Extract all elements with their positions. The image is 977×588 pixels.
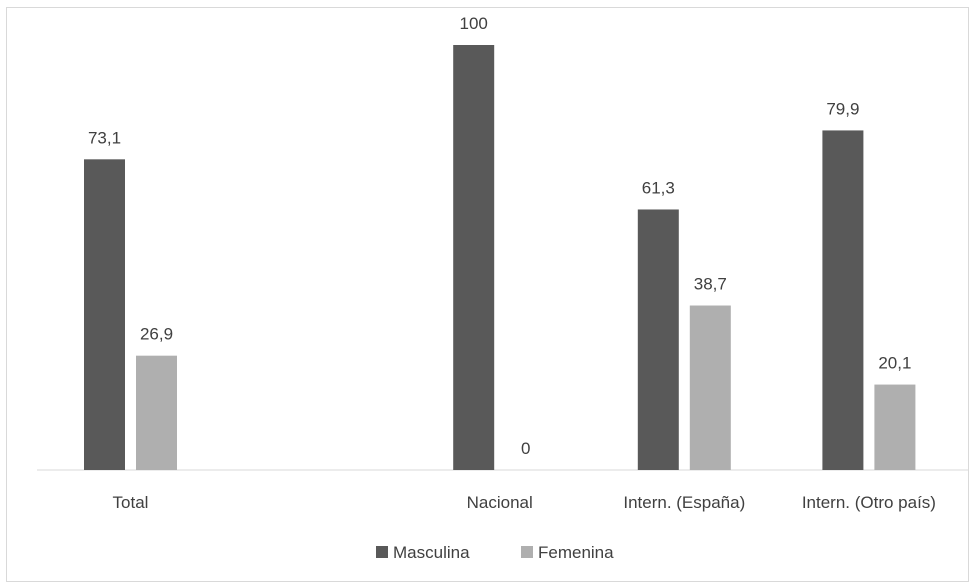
bar-masculina [822,130,864,471]
bar-masculina [637,209,679,470]
data-label-masculina: 73,1 [88,128,121,147]
x-tick-label: Total [113,493,149,512]
x-tick-label: Intern. (España) [623,493,745,512]
data-label-masculina: 79,9 [826,99,859,118]
x-tick-label: Nacional [467,493,533,512]
data-label-masculina: 61,3 [642,178,675,197]
legend: Masculina Femenina [376,543,614,562]
data-label-femenina: 38,7 [694,275,727,294]
data-label-masculina: 100 [460,14,488,33]
x-tick-labels-group: Total Nacional Intern. (España) Intern. (Ot… [113,493,936,512]
data-label-femenina: 26,9 [140,325,173,344]
bar-femenina [874,384,916,470]
bar-femenina [136,355,177,470]
bar-masculina [84,159,125,470]
legend-swatch-femenina [521,546,533,558]
bars-group [84,45,916,471]
bar-masculina [453,45,495,470]
legend-label-masculina: Masculina [393,543,470,562]
legend-label-femenina: Femenina [538,543,614,562]
bar-femenina [689,305,731,470]
data-label-femenina: 20,1 [878,354,911,373]
legend-swatch-masculina [376,546,388,558]
x-tick-label: Intern. (Otro país) [802,493,936,512]
data-labels-group: 73,1 26,9 100 0 61,3 38,7 79,9 20,1 [88,14,911,458]
data-label-femenina: 0 [521,439,530,458]
